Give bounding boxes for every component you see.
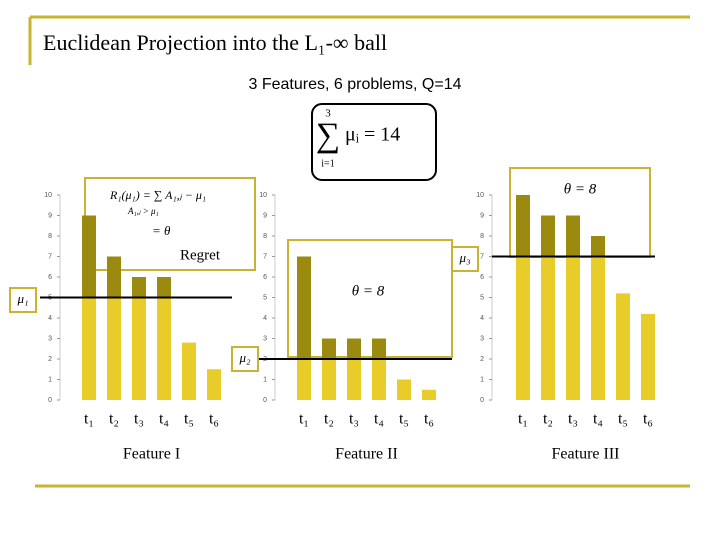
y-tick-label: 9 [263, 212, 267, 219]
y-tick-label: 1 [48, 376, 52, 383]
y-tick-label: 6 [263, 274, 267, 281]
x-tick-label: t₅ [399, 411, 409, 428]
x-tick-label: t₂ [109, 411, 119, 428]
annotation-box [287, 239, 453, 358]
y-tick-label: 7 [48, 253, 52, 260]
x-tick-label: t₆ [424, 411, 434, 428]
annotation: = θ [152, 223, 171, 238]
chart-title: Feature III [552, 446, 620, 463]
y-tick-label: 0 [480, 397, 484, 404]
formula-body: μᵢ = 14 [345, 124, 400, 146]
formula-box [311, 103, 437, 181]
y-tick-label: 4 [263, 315, 267, 322]
formula-top: 3 [325, 108, 331, 120]
x-tick-label: t₁ [518, 411, 528, 428]
x-tick-label: t₃ [349, 411, 359, 428]
x-tick-label: t₂ [543, 411, 553, 428]
bar-excess [566, 215, 580, 257]
y-tick-label: 9 [48, 212, 52, 219]
x-tick-label: t₅ [184, 411, 194, 428]
y-tick-label: 4 [480, 315, 484, 322]
x-tick-label: t₆ [643, 411, 653, 428]
formula-sigma: ∑ [316, 117, 340, 154]
subtitle: 3 Features, 6 problems, Q=14 [249, 76, 462, 93]
y-tick-label: 5 [263, 294, 267, 301]
bar [207, 369, 221, 400]
x-tick-label: t₆ [209, 411, 219, 428]
bar [422, 389, 436, 400]
y-tick-label: 8 [263, 233, 267, 240]
y-tick-label: 10 [259, 192, 267, 199]
x-tick-label: t₂ [324, 411, 334, 428]
x-tick-label: t₄ [374, 411, 384, 428]
y-tick-label: 3 [48, 335, 52, 342]
y-tick-label: 8 [48, 233, 52, 240]
chart-title: Feature II [335, 446, 398, 463]
bar [397, 379, 411, 400]
bar-excess [107, 256, 121, 298]
threshold-label: μ₃ [458, 250, 470, 265]
annotation: Regret [180, 247, 221, 263]
bar [591, 236, 605, 400]
y-tick-label: 10 [44, 192, 52, 199]
x-tick-label: t₄ [593, 411, 603, 428]
y-tick-label: 7 [480, 253, 484, 260]
y-tick-label: 6 [48, 274, 52, 281]
threshold-label-box [451, 246, 479, 272]
bar [616, 293, 630, 400]
y-tick-label: 3 [480, 335, 484, 342]
y-tick-label: 3 [263, 335, 267, 342]
y-tick-label: 1 [480, 376, 484, 383]
bar [132, 277, 146, 400]
x-tick-label: t₃ [568, 411, 578, 428]
y-tick-label: 4 [48, 315, 52, 322]
y-tick-label: 7 [263, 253, 267, 260]
threshold-label: μ₂ [238, 350, 251, 365]
y-tick-label: 0 [263, 397, 267, 404]
bar-excess [372, 338, 386, 359]
formula-bottom: i=1 [321, 158, 334, 169]
x-tick-label: t₁ [84, 411, 94, 428]
bar [641, 313, 655, 400]
annotation: θ = 8 [564, 181, 597, 197]
bar-excess [347, 338, 361, 359]
bar-excess [297, 256, 311, 359]
annotation: A₁,ⱼ > μ₁ [127, 206, 159, 216]
y-tick-label: 6 [480, 274, 484, 281]
y-tick-label: 5 [480, 294, 484, 301]
chart-title: Feature I [123, 446, 180, 463]
y-tick-label: 10 [476, 192, 484, 199]
bar-excess [82, 215, 96, 298]
bar-excess [322, 338, 336, 359]
bar-excess [132, 277, 146, 298]
bar [566, 215, 580, 400]
slide-title: Euclidean Projection into the L₁-∞ ball [43, 30, 387, 55]
y-tick-label: 2 [480, 356, 484, 363]
threshold-label: μ₁ [16, 291, 28, 306]
threshold-label-box [9, 287, 37, 313]
x-tick-label: t₃ [134, 411, 144, 428]
bar-excess [516, 195, 530, 257]
bar-excess [541, 215, 555, 257]
y-tick-label: 1 [263, 376, 267, 383]
threshold-label-box [231, 346, 259, 372]
annotation: R₁(μ₁) = ∑ A₁,ⱼ − μ₁ [109, 188, 206, 202]
x-tick-label: t₅ [618, 411, 628, 428]
bar [157, 277, 171, 400]
y-tick-label: 0 [48, 397, 52, 404]
annotation: θ = 8 [352, 283, 385, 299]
bar [182, 342, 196, 400]
x-tick-label: t₁ [299, 411, 309, 428]
bar-excess [591, 236, 605, 257]
bar [541, 215, 555, 400]
x-tick-label: t₄ [159, 411, 169, 428]
bar-excess [157, 277, 171, 298]
y-tick-label: 9 [480, 212, 484, 219]
y-tick-label: 8 [480, 233, 484, 240]
y-tick-label: 2 [48, 356, 52, 363]
